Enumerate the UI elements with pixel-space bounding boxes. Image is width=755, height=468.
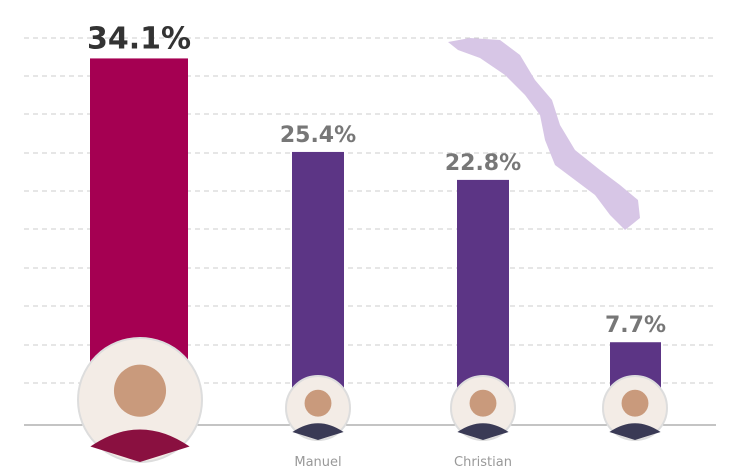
candidate-body (292, 423, 344, 440)
category-label: Manuel (294, 455, 341, 468)
candidate-face (113, 364, 167, 417)
value-label: 25.4% (280, 123, 356, 148)
candidate-body (609, 423, 661, 440)
candidate-face (304, 389, 332, 417)
value-label: 22.8% (445, 151, 521, 176)
map-decoration (448, 38, 640, 230)
value-label: 34.1% (87, 21, 191, 56)
candidate-face (469, 389, 497, 417)
candidate-body (457, 423, 509, 440)
candidate-body (90, 429, 190, 462)
value-label: 7.7% (605, 313, 666, 338)
candidate-face (621, 389, 649, 417)
category-label: Christian (454, 455, 512, 468)
